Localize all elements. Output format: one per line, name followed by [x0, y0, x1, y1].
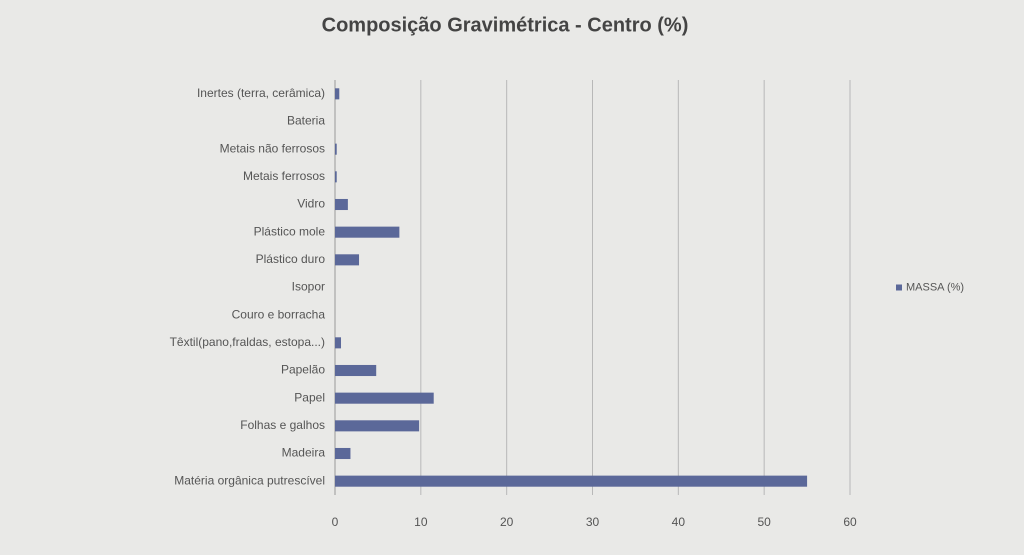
- bar: [335, 226, 400, 238]
- y-tick-label: Couro e borracha: [232, 307, 326, 321]
- x-tick-label: 40: [672, 515, 686, 529]
- y-tick-label: Inertes (terra, cerâmica): [197, 86, 325, 100]
- bar: [335, 364, 377, 377]
- y-tick-label: Vidro: [297, 197, 325, 211]
- bar: [335, 447, 351, 460]
- bar: [335, 420, 420, 432]
- y-tick-label: Metais ferrosos: [243, 169, 325, 183]
- bar: [335, 171, 337, 183]
- bar: [335, 254, 360, 266]
- legend-swatch: [896, 284, 902, 291]
- x-tick-label: 0: [332, 515, 339, 529]
- y-tick-label: Papel: [294, 390, 325, 404]
- bar: [335, 198, 348, 211]
- x-tick-label: 50: [757, 515, 771, 529]
- y-tick-label: Madeira: [282, 446, 326, 460]
- bar: [335, 88, 340, 100]
- x-tick-label: 10: [414, 515, 428, 529]
- x-tick-label: 60: [843, 515, 857, 529]
- y-tick-label: Têxtil(pano,fraldas, estopa...): [170, 335, 325, 349]
- y-tick-label: Bateria: [287, 114, 325, 128]
- x-tick-label: 20: [500, 515, 514, 529]
- bar: [335, 337, 342, 349]
- y-tick-label: Plástico duro: [256, 252, 326, 266]
- y-tick-label: Folhas e galhos: [240, 418, 325, 432]
- legend-label: MASSA (%): [906, 281, 964, 293]
- y-tick-label: Metais não ferrosos: [220, 141, 325, 155]
- y-tick-label: Matéria orgânica putrescível: [174, 473, 325, 487]
- y-tick-label: Plástico mole: [254, 224, 326, 238]
- y-tick-label: Papelão: [281, 363, 325, 377]
- chart-title: Composição Gravimétrica - Centro (%): [322, 14, 689, 36]
- bar: [335, 475, 808, 487]
- y-tick-label: Isopor: [292, 280, 325, 294]
- x-tick-label: 30: [586, 515, 600, 529]
- bar: [335, 392, 434, 404]
- bar: [335, 143, 337, 155]
